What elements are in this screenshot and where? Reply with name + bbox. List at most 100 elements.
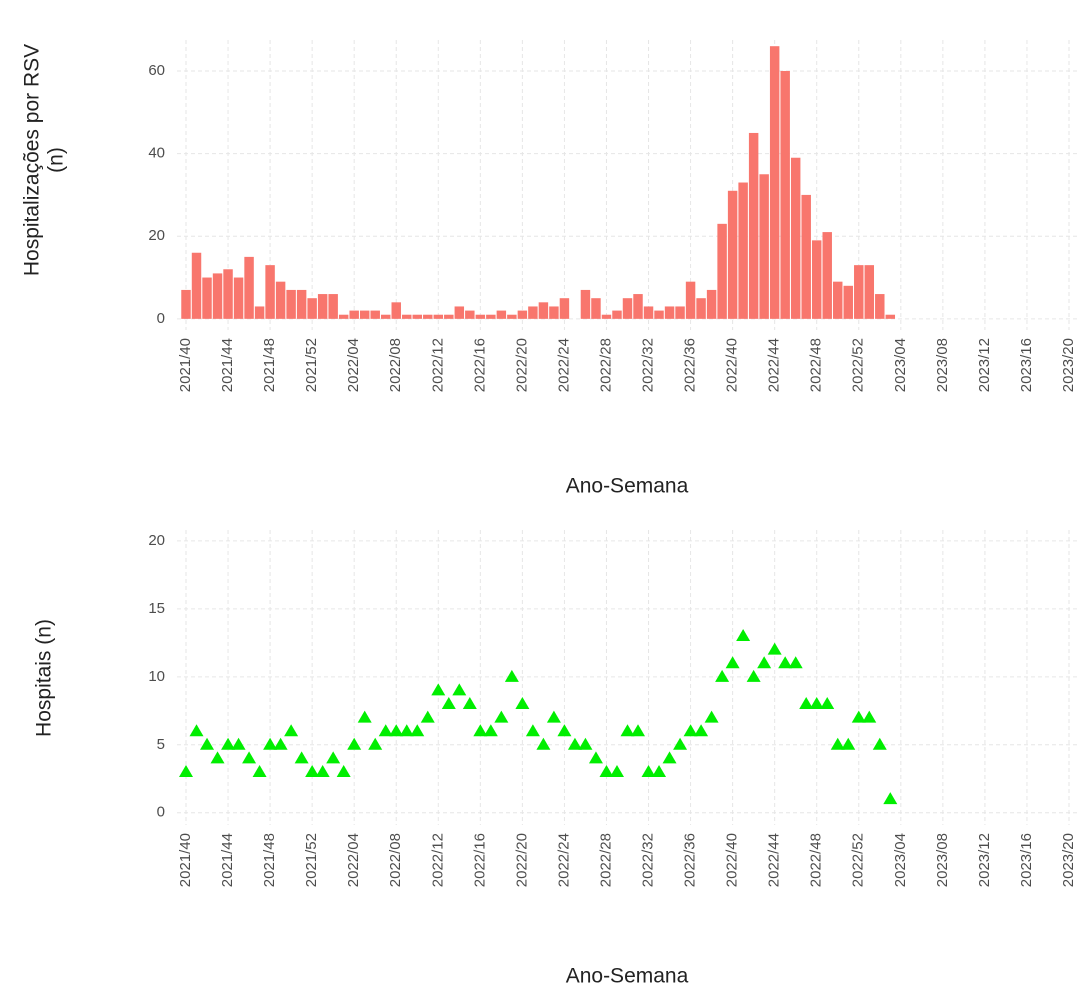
triangle-marker: [504, 669, 519, 682]
triangle-marker: [462, 697, 477, 710]
bar: [633, 294, 643, 319]
bar: [402, 314, 412, 319]
triangle-marker: [200, 737, 215, 750]
triangle-marker: [704, 710, 719, 723]
bar: [349, 310, 359, 319]
bar: [338, 314, 349, 319]
y-axis-title: Hospitalizações por RSV: [21, 44, 44, 276]
bar: [885, 314, 896, 319]
triangle-marker: [284, 724, 299, 737]
y-tick-label: 10: [148, 668, 165, 685]
triangle-marker: [378, 724, 393, 737]
x-tick-label: 2023/12: [976, 833, 993, 887]
x-tick-label: 2022/52: [850, 833, 867, 887]
bar: [317, 294, 328, 319]
x-tick-label: 2021/48: [261, 338, 278, 392]
triangle-marker: [715, 669, 730, 682]
x-tick-label: 2022/32: [639, 833, 656, 887]
bar: [685, 281, 696, 319]
bar: [486, 314, 496, 319]
bar: [181, 289, 191, 319]
bar: [254, 306, 265, 319]
triangle-marker: [725, 656, 740, 669]
triangle-marker: [820, 697, 835, 710]
bar: [675, 306, 685, 319]
bar: [833, 281, 843, 319]
bar: [780, 70, 790, 319]
triangle-marker: [494, 710, 509, 723]
x-tick-label: 2022/48: [808, 833, 825, 887]
x-tick-label: 2021/40: [177, 833, 194, 887]
bar: [296, 289, 307, 319]
triangle-marker: [515, 697, 530, 710]
bar: [654, 310, 664, 319]
x-tick-label: 2022/12: [429, 338, 446, 392]
y-axis-title: Hospitais (n): [33, 619, 56, 737]
triangle-marker: [536, 737, 551, 750]
bar: [517, 310, 528, 319]
triangle-marker: [788, 656, 803, 669]
bar: [275, 281, 286, 319]
triangle-marker: [662, 751, 677, 764]
bar: [202, 277, 212, 319]
bar: [559, 298, 570, 319]
bar: [507, 314, 517, 319]
triangle-marker: [294, 751, 309, 764]
triangle-marker: [231, 737, 246, 750]
bar: [622, 298, 633, 319]
triangle-marker: [588, 751, 603, 764]
triangle-marker: [242, 751, 257, 764]
x-tick-label: 2023/20: [1060, 833, 1077, 887]
bar: [875, 294, 885, 319]
triangle-marker: [273, 737, 288, 750]
bar: [244, 256, 254, 319]
x-tick-label: 2021/52: [303, 833, 320, 887]
bar: [801, 194, 811, 319]
bar: [412, 314, 422, 319]
triangle-marker: [483, 724, 498, 737]
x-tick-label: 2021/44: [219, 338, 236, 392]
triangle-marker: [326, 751, 341, 764]
triangle-marker: [757, 656, 772, 669]
bar: [706, 289, 717, 319]
x-tick-label: 2021/48: [261, 833, 278, 887]
y-tick-label: 0: [157, 804, 165, 821]
x-tick-label: 2022/32: [639, 338, 656, 392]
bar: [864, 265, 875, 319]
x-tick-label: 2021/44: [219, 833, 236, 887]
bar: [359, 310, 370, 319]
triangle-marker: [189, 724, 204, 737]
bar: [444, 314, 454, 319]
triangle-marker: [609, 764, 624, 777]
bar: [496, 310, 507, 319]
bar: [528, 306, 538, 319]
triangle-marker: [683, 724, 698, 737]
triangle-marker: [631, 724, 646, 737]
triangle-marker: [673, 737, 688, 750]
x-tick-label: 2022/08: [387, 338, 404, 392]
triangle-marker: [473, 724, 488, 737]
bar: [717, 223, 727, 319]
bar: [591, 298, 601, 319]
triangle-marker: [799, 697, 814, 710]
bar: [580, 289, 591, 319]
bar: [601, 314, 612, 319]
x-tick-label: 2021/52: [303, 338, 320, 392]
triangle-marker: [389, 724, 404, 737]
triangle-marker: [641, 764, 656, 777]
x-tick-label: 2022/16: [471, 338, 488, 392]
triangle-marker: [525, 724, 540, 737]
triangle-marker: [872, 737, 887, 750]
x-tick-label: 2022/28: [597, 338, 614, 392]
bar: [433, 314, 444, 319]
triangle-marker: [546, 710, 561, 723]
x-tick-label: 2023/16: [1018, 833, 1035, 887]
triangle-marker: [357, 710, 372, 723]
x-tick-label: 2022/52: [850, 338, 867, 392]
triangle-marker: [431, 683, 446, 696]
bar: [475, 314, 486, 319]
triangle-marker: [599, 764, 614, 777]
bar: [465, 310, 475, 319]
bar: [423, 314, 433, 319]
